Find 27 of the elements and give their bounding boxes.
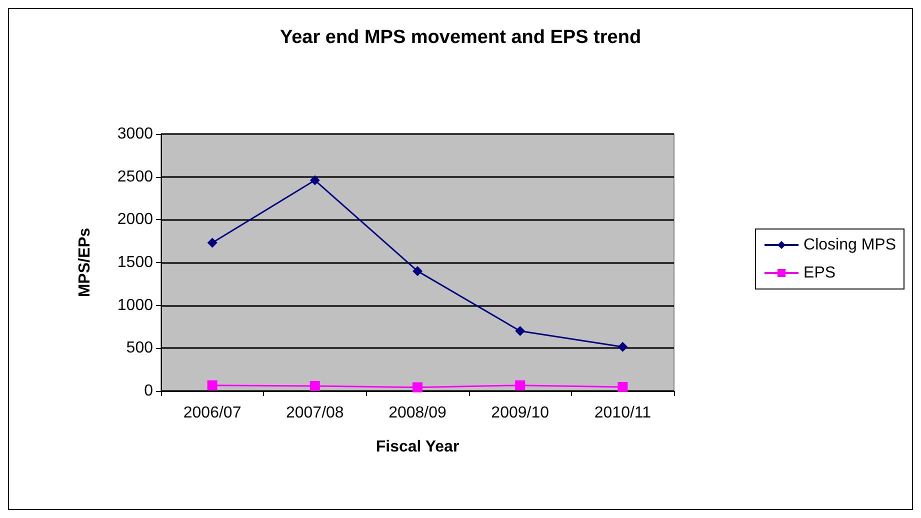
- point: [412, 382, 422, 392]
- y-tick-label: 2500: [117, 168, 154, 186]
- x-tick-label: 2006/07: [183, 404, 242, 422]
- point: [515, 326, 526, 336]
- point: [412, 266, 422, 276]
- y-tick-label: 0: [144, 382, 154, 400]
- y-tick-label: 3000: [117, 126, 154, 142]
- point: [515, 380, 526, 390]
- x-tick-label: 2007/08: [286, 404, 344, 422]
- point: [618, 342, 628, 352]
- x-tick-label: 2010/11: [594, 404, 652, 422]
- legend-label: Closing MPS: [804, 236, 896, 254]
- x-tick-label: 2009/10: [491, 404, 550, 422]
- x-axis-title: Fiscal Year: [376, 438, 460, 456]
- point: [310, 175, 320, 186]
- legend-label: EPS: [804, 264, 836, 282]
- point: [207, 238, 218, 248]
- y-tick-label: 1500: [117, 254, 154, 271]
- y-tick-label: 2000: [117, 211, 154, 228]
- y-tick-label: 500: [126, 340, 154, 357]
- point: [207, 380, 218, 390]
- chart-title: Year end MPS movement and EPS trend: [280, 27, 642, 48]
- y-axis-title: MPS/EPs: [76, 228, 94, 298]
- y-tick-label: 1000: [117, 296, 154, 314]
- x-tick-label: 2008/09: [388, 404, 447, 422]
- point: [310, 380, 320, 391]
- point: [618, 382, 628, 392]
